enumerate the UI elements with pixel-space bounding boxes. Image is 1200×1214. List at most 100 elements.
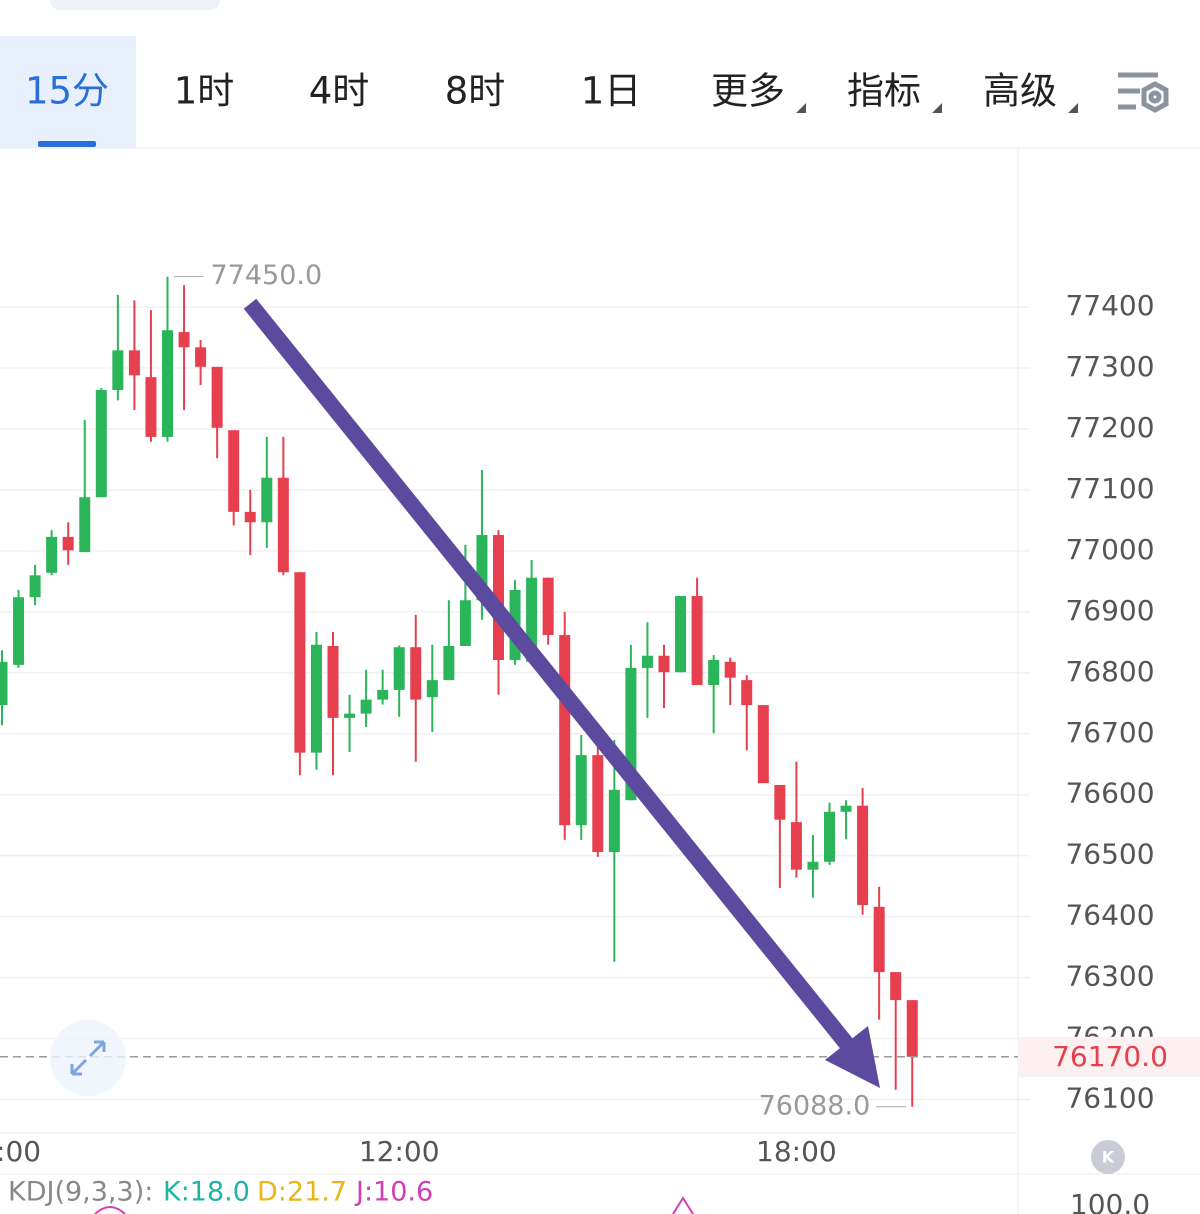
candles: 77450.0 76088.0 76170.0	[0, 260, 1200, 1121]
candle-body	[327, 645, 339, 718]
candle-body	[46, 536, 58, 573]
candle-body	[790, 822, 802, 870]
candle-body	[708, 660, 720, 685]
min-label: 76088.0	[759, 1090, 871, 1121]
candle-body	[277, 477, 289, 573]
last-price-label: 76170.0	[1052, 1040, 1168, 1073]
y-tick-label: 76500	[1065, 838, 1154, 871]
y-tick-label: 76300	[1065, 960, 1154, 993]
y-tick-label: 77400	[1065, 289, 1154, 322]
y-tick-label: 76700	[1065, 716, 1154, 749]
active-tab-underline	[38, 141, 96, 147]
candle-body	[95, 389, 107, 498]
y-tick-label: 76100	[1065, 1081, 1154, 1114]
tab[interactable]: 4时	[309, 70, 370, 113]
candle-body	[62, 536, 74, 551]
expand-button[interactable]	[50, 1020, 126, 1096]
candle-body	[807, 861, 819, 870]
candle-body	[261, 477, 273, 523]
dropdown-caret	[796, 103, 806, 113]
tab[interactable]: 1日	[581, 70, 642, 113]
candle-body	[691, 596, 703, 685]
candle-body	[145, 377, 157, 437]
candle-body	[757, 705, 769, 784]
svg-text:K: K	[1102, 1148, 1115, 1167]
candle-body	[559, 635, 571, 826]
y-tick-label: 77000	[1065, 533, 1154, 566]
last-price-box	[1019, 1036, 1200, 1077]
active-tab-bg	[0, 36, 136, 148]
candle-body	[873, 906, 885, 973]
candle-body	[426, 680, 438, 698]
candle-body	[526, 577, 538, 662]
x-tick-label: :00	[0, 1135, 41, 1168]
candle-body	[675, 596, 687, 673]
tab[interactable]: 1时	[174, 70, 235, 113]
candle-body	[310, 644, 322, 753]
tab[interactable]: 8时	[445, 70, 506, 113]
candle-body	[393, 647, 405, 690]
kdj-fragment	[672, 1196, 694, 1214]
indicator-legend: KDJ(9,3,3): K:18.0 D:21.7 J:10.6 100.0	[8, 1177, 1150, 1214]
candle-body	[195, 347, 207, 367]
dropdown-caret	[1068, 103, 1078, 113]
x-tick-label: 12:00	[359, 1135, 440, 1168]
k-button[interactable]: K	[1091, 1140, 1125, 1174]
candle-body	[459, 600, 471, 646]
candle-body	[724, 661, 736, 678]
y-tick-label: 76600	[1065, 777, 1154, 810]
y-tick-label: 76800	[1065, 655, 1154, 688]
candle-body	[443, 645, 455, 681]
candle-body	[128, 350, 140, 376]
candle-body	[294, 572, 306, 753]
kdj-fragment	[94, 1206, 126, 1214]
candle-body	[476, 535, 488, 601]
tab-bar: 15分 1时 4时 8时 1日 更多 指标 高级	[25, 70, 1078, 113]
candle-body	[0, 661, 8, 706]
candle-body	[29, 575, 41, 598]
settings-icon[interactable]	[1118, 72, 1169, 113]
candle-body	[641, 655, 653, 668]
candle-body	[575, 755, 587, 826]
candle-body	[608, 789, 620, 853]
candle-body	[493, 535, 504, 661]
trend-arrow	[243, 298, 880, 1088]
candle-body	[228, 430, 240, 512]
indicator-value: J:10.6	[354, 1177, 433, 1208]
candle-body	[344, 713, 356, 718]
candle-body	[112, 350, 124, 390]
candle-body	[360, 699, 372, 714]
candle-body	[211, 366, 223, 428]
candle-body	[774, 784, 786, 820]
candle-body	[890, 972, 902, 1001]
y-tick-label: 76400	[1065, 899, 1154, 932]
candle-body	[840, 805, 852, 812]
tab[interactable]: 15分	[25, 70, 109, 113]
tab[interactable]: 高级	[983, 70, 1057, 113]
y-tick-label: 76900	[1065, 594, 1154, 627]
y-tick-label: 77100	[1065, 472, 1154, 505]
indicator-axis-label: 100.0	[1070, 1188, 1150, 1214]
tab[interactable]: 更多	[711, 70, 785, 113]
candle-body	[13, 597, 25, 665]
candle-body	[906, 1000, 918, 1057]
dropdown-caret	[932, 103, 942, 113]
candle-body	[824, 811, 835, 862]
candle-body	[79, 497, 91, 553]
top-fragment	[50, 0, 220, 10]
max-label: 77450.0	[211, 260, 323, 291]
indicator-value: D:21.7	[257, 1177, 347, 1208]
candle-body	[592, 755, 604, 853]
candle-body	[244, 511, 256, 523]
candle-body	[377, 689, 389, 700]
candle-body	[741, 680, 753, 706]
candle-body	[542, 577, 554, 636]
y-tick-label: 77300	[1065, 350, 1154, 383]
tab[interactable]: 指标	[847, 70, 921, 113]
candle-body	[410, 647, 422, 700]
candle-body	[857, 805, 869, 906]
y-tick-label: 77200	[1065, 411, 1154, 444]
indicator-title: KDJ(9,3,3):	[8, 1177, 153, 1208]
